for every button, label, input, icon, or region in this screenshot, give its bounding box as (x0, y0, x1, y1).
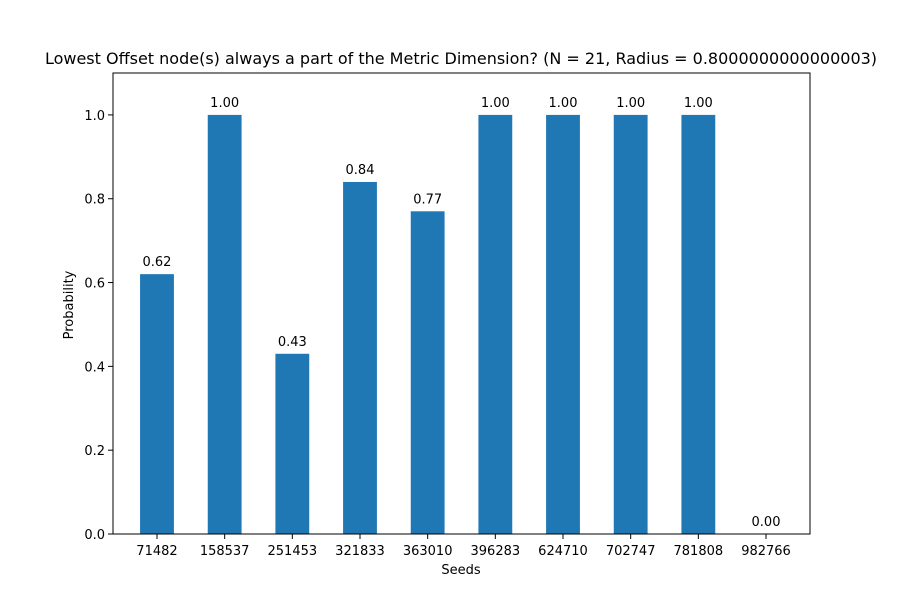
x-tick-label: 71482 (136, 544, 177, 559)
bar-363010 (410, 211, 445, 535)
bar-624710 (546, 114, 580, 534)
bars-layer (140, 114, 716, 535)
bar-702747 (613, 114, 648, 534)
data-label-71482: 0.62 (143, 255, 172, 270)
bar-71482 (140, 274, 174, 534)
bar-781808 (681, 114, 716, 534)
bar-321833 (343, 181, 377, 534)
x-tick-label: 781808 (674, 544, 724, 559)
bar-251453 (275, 353, 310, 534)
bar-396283 (478, 114, 513, 534)
data-label-702747: 1.00 (616, 96, 645, 111)
bar-158537 (207, 114, 242, 534)
data-label-321833: 0.84 (346, 163, 375, 178)
x-tick-label: 158537 (200, 544, 250, 559)
x-tick-label: 321833 (335, 544, 385, 559)
x-tick-label: 982766 (741, 544, 791, 559)
x-axis-ticks: 71482 158537 251453 321833 363010 396283 62471… (136, 534, 791, 559)
data-label-982766: 0.00 (752, 515, 781, 530)
data-label-251453: 0.43 (278, 335, 307, 350)
chart-title: Lowest Offset node(s) always a part of t… (45, 49, 877, 68)
y-tick-label: 0.0 (84, 528, 105, 543)
y-axis-label: Probability (62, 270, 77, 339)
data-label-363010: 0.77 (413, 192, 442, 207)
y-tick-label: 0.4 (84, 360, 105, 375)
y-tick-label: 0.8 (84, 193, 105, 208)
y-tick-label: 0.6 (84, 277, 105, 292)
x-tick-label: 363010 (403, 544, 453, 559)
x-tick-label: 396283 (471, 544, 521, 559)
data-labels-layer: 0.62 1.00 0.43 0.84 0.77 1.00 1.00 1.00 1.00 0.00 (143, 96, 781, 530)
y-tick-label: 0.2 (84, 444, 105, 459)
x-axis-label: Seeds (441, 563, 481, 578)
data-label-624710: 1.00 (549, 96, 578, 111)
x-tick-label: 702747 (606, 544, 656, 559)
y-tick-label: 1.0 (84, 109, 105, 124)
y-axis-ticks: 0.0 0.2 0.4 0.6 0.8 1.0 (84, 109, 113, 543)
x-tick-label: 624710 (538, 544, 588, 559)
data-label-396283: 1.00 (481, 96, 510, 111)
data-label-158537: 1.00 (210, 96, 239, 111)
plot-area-frame (112, 72, 811, 535)
x-tick-label: 251453 (268, 544, 318, 559)
data-label-781808: 1.00 (684, 96, 713, 111)
